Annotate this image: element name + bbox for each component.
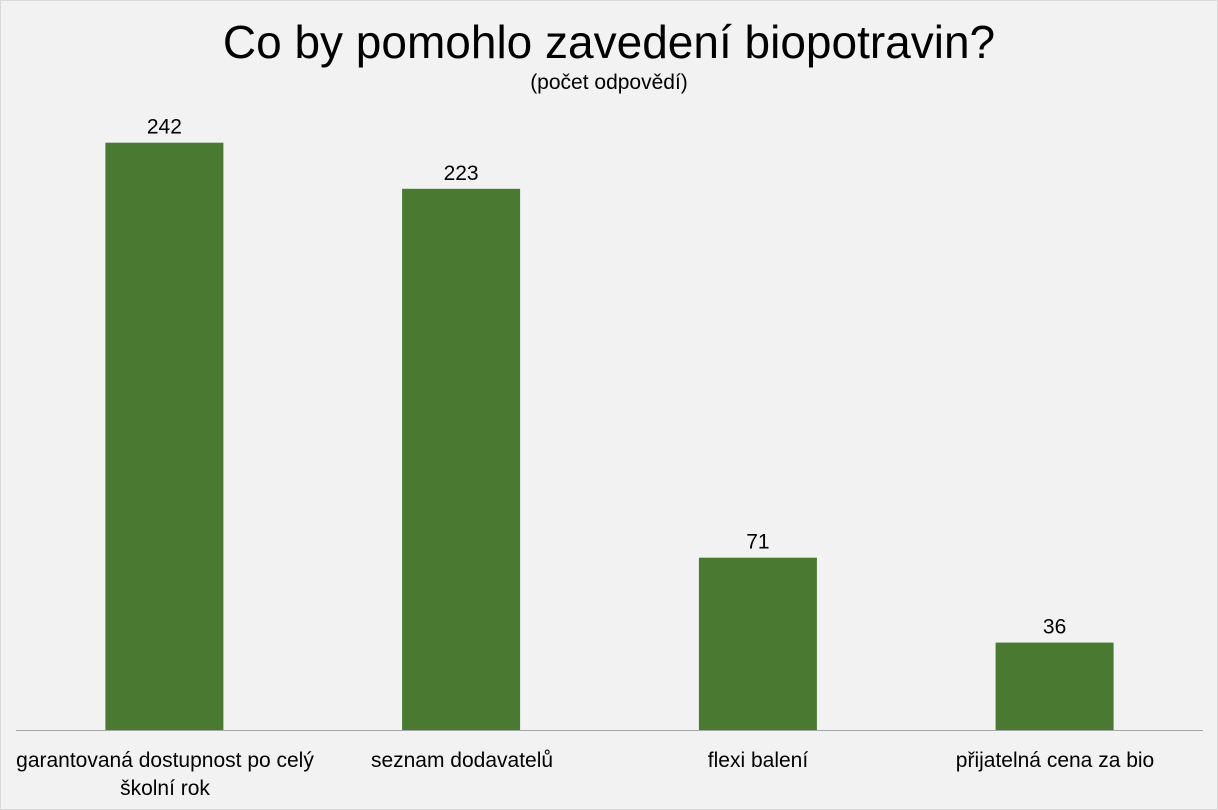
bar-2 [402,188,521,731]
category-label-1: garantovaná dostupnost po celý školní ro… [16,749,314,800]
chart-title: Co by pomohlo zavedení biopotravin? [222,16,996,68]
value-label-2: 223 [444,162,479,185]
category-label-2: seznam dodavatelů [370,749,554,772]
category-label-3: flexi balení [707,749,809,772]
value-label-4: 36 [1043,616,1066,639]
bar-4 [995,642,1114,730]
bar-1 [105,142,224,730]
bars-group [105,142,1114,731]
value-label-1: 242 [147,116,182,139]
value-labels-group: 242 223 71 36 [147,116,1066,639]
value-label-3: 71 [746,531,769,554]
category-label-4: přijatelná cena za bio [955,749,1155,772]
bar-3 [698,557,817,730]
chart-subtitle: (počet odpovědí) [530,71,688,94]
